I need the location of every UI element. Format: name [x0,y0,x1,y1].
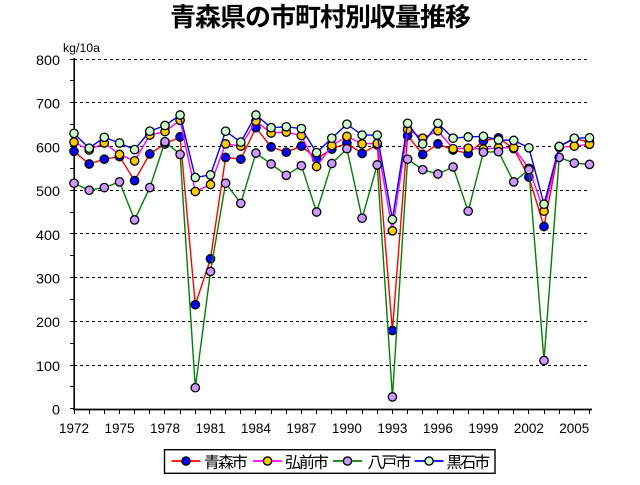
svg-text:1996: 1996 [423,420,453,436]
svg-text:600: 600 [36,139,60,155]
svg-text:500: 500 [36,183,60,199]
svg-text:1972: 1972 [59,420,89,436]
svg-text:400: 400 [36,227,60,243]
svg-text:1987: 1987 [286,420,316,436]
svg-text:kg/10a: kg/10a [63,43,101,55]
svg-text:800: 800 [36,52,60,68]
svg-text:1990: 1990 [332,420,362,436]
svg-text:0: 0 [52,402,60,418]
svg-text:700: 700 [36,96,60,112]
svg-text:2002: 2002 [514,420,544,436]
svg-text:100: 100 [36,358,60,374]
svg-text:200: 200 [36,314,60,330]
svg-text:1981: 1981 [196,420,226,436]
svg-text:1993: 1993 [377,420,407,436]
svg-text:300: 300 [36,271,60,287]
svg-text:1999: 1999 [468,420,498,436]
svg-text:1984: 1984 [241,420,271,436]
svg-text:1978: 1978 [150,420,180,436]
svg-text:1975: 1975 [105,420,135,436]
svg-text:2005: 2005 [559,420,589,436]
